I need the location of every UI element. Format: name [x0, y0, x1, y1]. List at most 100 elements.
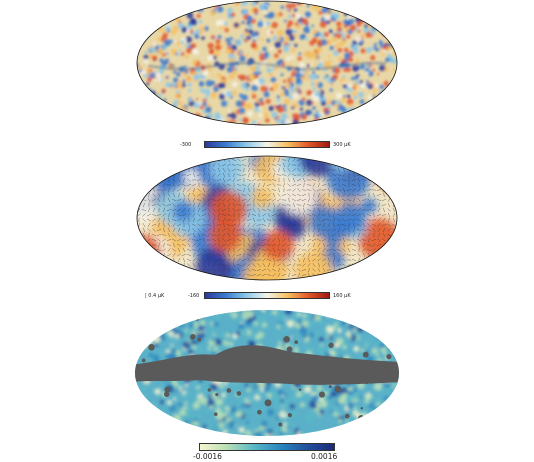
- polarization-vector: [212, 257, 216, 263]
- polarization-vector: [342, 158, 346, 162]
- polarization-vector: [386, 248, 392, 252]
- polarization-vector: [237, 248, 241, 252]
- polarization-vector: [171, 219, 177, 221]
- polarization-vector: [292, 252, 296, 258]
- polarization-vector: [187, 163, 191, 167]
- polarization-vector: [327, 223, 331, 227]
- polarization-vector: [258, 182, 260, 188]
- polarization-vector: [377, 207, 381, 213]
- polarization-vector: [157, 178, 161, 182]
- polarization-vector: [146, 159, 152, 161]
- polarization-vector: [252, 182, 256, 188]
- polarization-vector: [328, 257, 330, 263]
- polarization-vector: [291, 183, 297, 187]
- polarization-vector: [367, 233, 371, 237]
- polarization-vector: [292, 213, 296, 217]
- polarization-vector: [317, 253, 321, 257]
- polarization-vector: [378, 272, 380, 278]
- polarization-vector: [167, 227, 171, 233]
- polarization-vector: [346, 189, 352, 191]
- polarization-vector: [392, 212, 396, 218]
- polarization-vector: [383, 192, 385, 198]
- polarization-vector: [387, 228, 391, 232]
- polarization-vector: [358, 232, 360, 238]
- polarization-vector: [362, 263, 366, 267]
- polarization-vector: [331, 174, 337, 176]
- polarization-vector: [287, 268, 291, 272]
- polarization-vector: [241, 159, 247, 161]
- polarization-vector: [311, 249, 317, 251]
- polarization-vector: [276, 174, 282, 176]
- polarization-vector: [322, 258, 326, 262]
- polarization-vector: [273, 262, 275, 268]
- polarization-vector: [271, 243, 277, 247]
- polarization-vector: [222, 238, 226, 242]
- polarization-vector: [387, 258, 391, 262]
- polarization-vector: [296, 254, 302, 256]
- polarization-vector: [353, 197, 355, 203]
- polarization-vector: [232, 188, 236, 192]
- polarization-vector: [322, 268, 326, 272]
- polarization-vector: [178, 157, 180, 163]
- polarization-vector: [381, 159, 387, 161]
- polarization-vector: [261, 224, 267, 226]
- polarization-vector: [148, 167, 150, 173]
- polarization-vector: [243, 237, 245, 243]
- polarization-vector: [243, 202, 245, 208]
- polarization-vector: [312, 183, 316, 187]
- polarization-vector: [313, 242, 315, 248]
- polarization-vector: [277, 233, 281, 237]
- polarization-vector: [252, 253, 256, 257]
- polarization-vector: [377, 268, 381, 272]
- polarization-vector: [151, 204, 157, 206]
- polarization-vector: [217, 268, 221, 272]
- polarization-vector: [312, 228, 316, 232]
- polarization-vector: [217, 208, 221, 212]
- polarization-vector: [343, 162, 345, 168]
- colorbar-max-label: 0.0016: [311, 452, 338, 461]
- polarization-vector: [381, 214, 387, 216]
- polarization-vector: [137, 198, 141, 202]
- polarization-vector: [311, 204, 317, 206]
- polarization-vector: [203, 177, 205, 183]
- polarization-vector: [168, 212, 170, 218]
- polarization-vector: [393, 172, 395, 178]
- polarization-vector: [231, 159, 237, 161]
- polarization-vector: [203, 272, 205, 278]
- polarization-vector: [142, 178, 146, 182]
- polarization-vector: [367, 183, 371, 187]
- polarization-vector: [317, 213, 321, 217]
- polarization-vector: [197, 262, 201, 268]
- polarization-vector: [386, 234, 392, 236]
- polarization-vector: [393, 167, 395, 173]
- polarization-vector: [158, 222, 160, 228]
- polarization-vector: [353, 227, 355, 233]
- polarization-map: [136, 155, 398, 281]
- polarization-vector: [347, 208, 351, 212]
- polarization-vector: [172, 233, 176, 237]
- polarization-vector: [371, 224, 377, 226]
- polarization-vector: [317, 218, 321, 222]
- polarization-vector: [137, 213, 141, 217]
- polarization-vector: [387, 208, 391, 212]
- polarization-vector: [176, 214, 182, 216]
- polarization-vector: [278, 187, 280, 193]
- polarization-vector: [232, 198, 236, 202]
- polarization-vector: [303, 162, 305, 168]
- polarization-vector: [366, 228, 372, 232]
- polarization-vector: [158, 167, 160, 173]
- polarization-vector: [327, 208, 331, 212]
- polarization-vector: [201, 213, 207, 217]
- polarization-vector: [302, 158, 306, 162]
- polarization-vector: [138, 252, 140, 258]
- polarization-vector: [282, 258, 286, 262]
- polarization-vector: [317, 208, 321, 212]
- polarization-vector: [386, 183, 392, 187]
- polarization-vector: [257, 238, 261, 242]
- polarization-vector: [332, 243, 336, 247]
- polarization-vector: [351, 253, 357, 257]
- polarization-vector: [271, 213, 277, 217]
- polarization-vector: [221, 208, 227, 212]
- polarization-vector: [187, 238, 191, 242]
- polarization-vector: [307, 168, 311, 172]
